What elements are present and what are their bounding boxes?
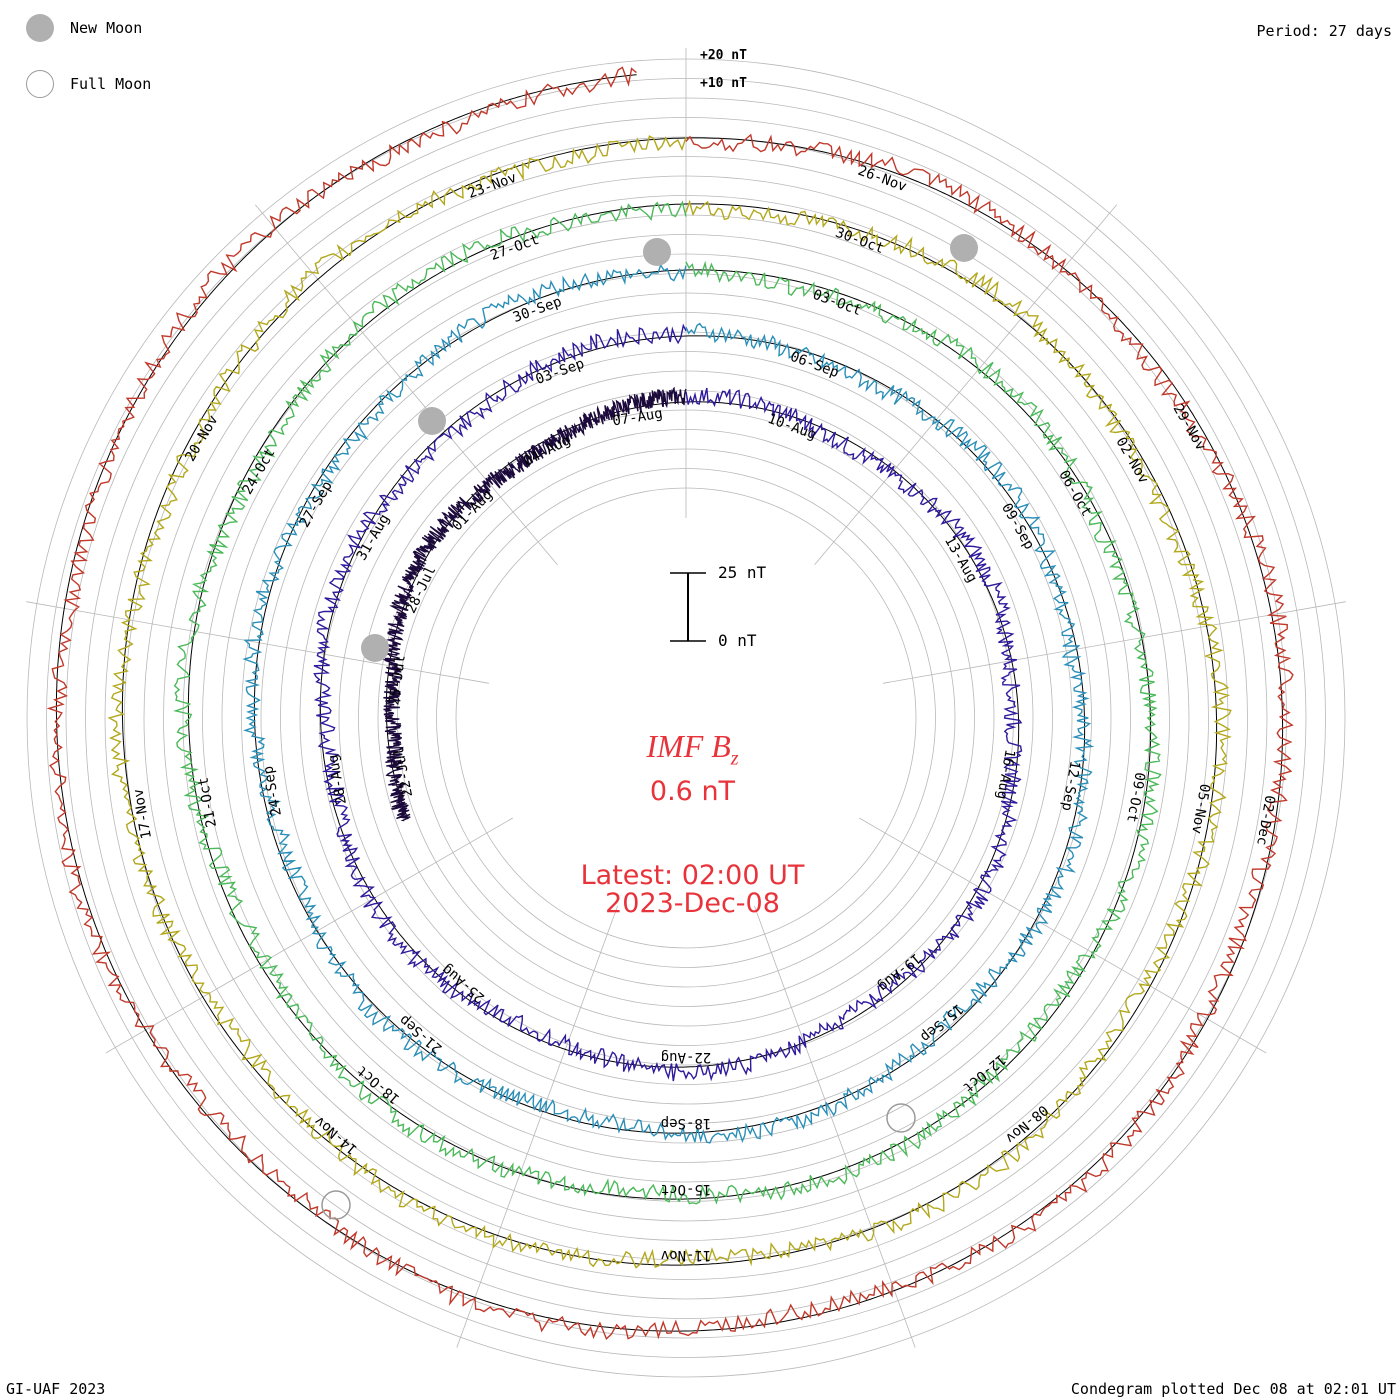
date-label: 23-Nov [466, 170, 519, 202]
scale-bottom-label: 0 nT [718, 631, 757, 650]
ring-label-plus20: +20 nT [700, 48, 747, 63]
date-label: 27-Sep [297, 479, 336, 531]
date-label: 07-Aug [611, 406, 663, 430]
grid-spoke [254, 204, 558, 566]
variable-title: IMF Bz [0, 728, 1385, 770]
legend-new-moon: New Moon [26, 14, 142, 42]
grid-spoke [754, 905, 916, 1348]
zero-baseline [121, 137, 1218, 1266]
date-label: 20-Nov [182, 413, 221, 465]
date-label: 26-Nov [856, 163, 909, 195]
full-moon-marker [886, 1103, 916, 1133]
plotted-timestamp: Condegram plotted Dec 08 at 02:01 UT [1070, 1380, 1396, 1398]
zero-baseline [319, 335, 1020, 1068]
series-line [382, 386, 687, 822]
new-moon-marker [950, 234, 978, 262]
date-label: 19-Aug [875, 950, 924, 995]
date-label: 24-Oct [239, 446, 278, 498]
variable-name: IMF B [646, 728, 731, 764]
date-label: 04-Aug [521, 432, 573, 470]
date-label: 25-Jul [386, 654, 408, 706]
scale-bar [670, 572, 706, 642]
data-traces [46, 66, 1294, 1341]
date-label: 12-Oct [960, 1051, 1009, 1096]
moon-markers [321, 234, 978, 1220]
grid-spoke [456, 905, 618, 1348]
full-moon-icon [26, 70, 54, 98]
series-line [173, 200, 1162, 1205]
new-moon-icon [26, 14, 54, 42]
legend-full-moon: Full Moon [26, 70, 151, 98]
new-moon-label: New Moon [70, 19, 143, 37]
grid-spoke [859, 817, 1267, 1054]
latest-date: 2023-Dec-08 [605, 888, 780, 919]
date-label: 30-Sep [511, 294, 564, 326]
full-moon-label: Full Moon [70, 75, 152, 93]
series-line [313, 323, 1023, 1082]
series-line [107, 135, 1232, 1269]
zero-baseline [187, 203, 1152, 1200]
new-moon-marker [418, 407, 446, 435]
date-label: 11-Nov [661, 1247, 712, 1263]
variable-subscript: z [730, 747, 739, 770]
credit-label: GI-UAF 2023 [6, 1380, 106, 1398]
zero-baseline [55, 74, 1284, 1332]
grid-spoke [105, 817, 513, 1054]
series-line [242, 263, 1095, 1144]
latest-time: Latest: 02:00 UT [580, 860, 805, 891]
ring-label-plus10: +10 nT [700, 76, 747, 91]
date-label: 18-Sep [661, 1115, 712, 1131]
series-line [46, 66, 1294, 1341]
new-moon-marker [361, 634, 389, 662]
current-value: 0.6 nT [649, 776, 736, 807]
date-label: 30-Oct [833, 225, 886, 257]
new-moon-marker [643, 238, 671, 266]
date-label: 22-Aug [661, 1049, 712, 1065]
grid-spoke [814, 204, 1118, 566]
zero-baselines [55, 74, 1284, 1332]
period-label: Period: 27 days [1256, 22, 1392, 40]
full-moon-marker [321, 1190, 351, 1220]
grid-spoke [26, 601, 490, 684]
date-label: 15-Oct [661, 1181, 712, 1197]
date-label: 14-Nov [312, 1113, 361, 1158]
scale-top-label: 25 nT [718, 563, 767, 582]
